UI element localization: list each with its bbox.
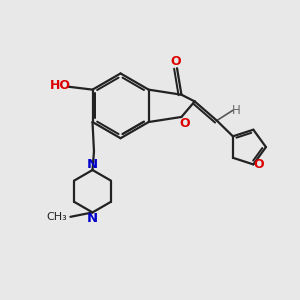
Text: H: H [232,104,241,117]
Text: O: O [170,55,181,68]
Text: N: N [87,158,98,171]
Text: O: O [253,158,264,171]
Text: CH₃: CH₃ [47,212,68,222]
Text: N: N [87,212,98,224]
Text: O: O [179,117,190,130]
Text: HO: HO [50,79,70,92]
